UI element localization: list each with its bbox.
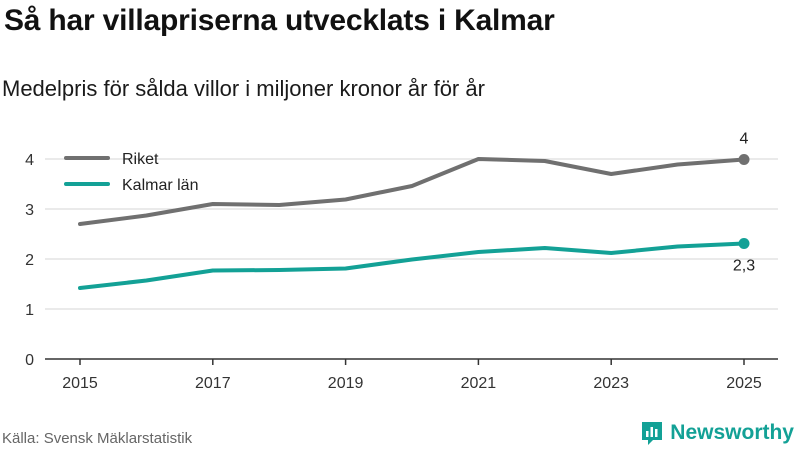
end-label-kalmar-l-n: 2,3 [733,258,755,275]
bar-chart-logo-icon [642,422,663,445]
gridlines [45,158,778,310]
x-tick-label: 2023 [593,375,629,392]
series-end-marker-kalmar-l-n [738,238,750,249]
source-note: Källa: Svensk Mäklarstatistik [2,430,193,447]
y-tick-label: 3 [25,202,34,219]
y-tick-label: 2 [25,252,34,269]
series-lines: 42,3 [78,131,755,290]
y-tick-label: 1 [25,302,34,319]
x-axis: 2015 2017 2019 2021 2023 2025 [45,358,778,392]
x-tick-label: 2019 [328,375,364,392]
brand-logo: Newsworthy [640,418,794,448]
end-label-riket: 4 [740,131,749,148]
series-line-kalmar-l-n [78,241,746,290]
legend-label-riket: Riket [122,151,159,168]
series-line-riket [78,157,746,226]
chart-subtitle: Medelpris för sålda villor i miljoner kr… [2,76,485,101]
brand-name: Newsworthy [670,421,794,444]
series-end-marker-riket [738,154,750,165]
legend: Riket Kalmar län [64,151,198,194]
x-tick-label: 2015 [62,375,98,392]
y-tick-label: 0 [25,352,34,369]
x-tick-label: 2025 [726,375,762,392]
y-axis-ticks: 0 1 2 3 4 [25,152,34,369]
legend-label-kalmar-l-n: Kalmar län [122,177,198,194]
y-tick-label: 4 [25,152,34,169]
x-tick-label: 2017 [195,375,231,392]
x-tick-label: 2021 [461,375,497,392]
chart-title: Så har villapriserna utvecklats i Kalmar [4,4,555,37]
